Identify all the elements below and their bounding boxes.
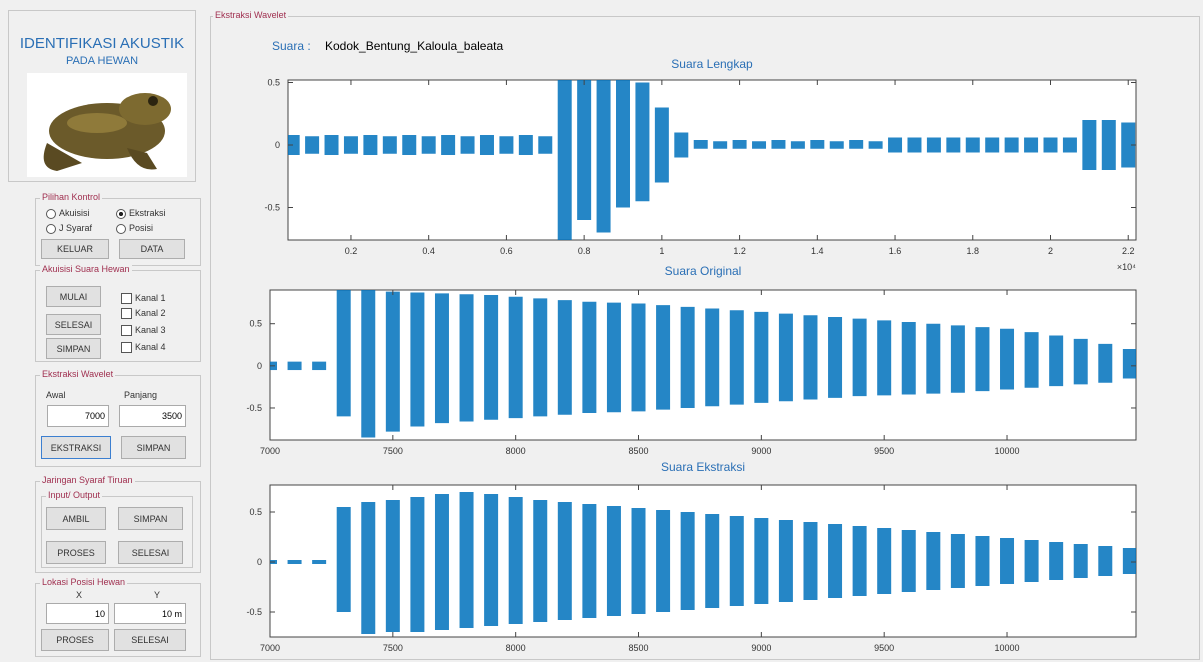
y-tick-label: -0.5 [264,203,280,213]
button[interactable]: DATA [119,239,185,259]
y-tick-label: -0.5 [246,403,262,413]
plot-title: Suara Lengkap [671,57,753,71]
panel-title: Akuisisi Suara Hewan [40,264,132,274]
x-tick-label: 1.2 [733,246,746,256]
field-label: Panjang [124,390,158,400]
input-field[interactable]: 10 [46,603,109,624]
checkbox-label: Kanal 1 [135,293,166,303]
radio-ekstraksi[interactable]: Ekstraksi [116,208,166,219]
x-tick-label: 9000 [751,643,771,653]
main-panel: Ekstraksi Wavelet [210,10,1200,660]
radio-akuisisi[interactable]: Akuisisi [46,208,90,219]
button[interactable]: SELESAI [118,541,183,564]
checkbox[interactable]: Kanal 4 [121,342,166,354]
x-tick-label: 1.8 [967,246,980,256]
panel-title: Jaringan Syaraf Tiruan [40,475,135,485]
header-panel: IDENTIFIKASI AKUSTIK PADA HEWAN [8,10,196,182]
io-group: Input/ Output AMBIL SIMPAN PROSES SELESA… [41,490,193,568]
x-tick-label: 7000 [260,446,280,456]
radio-label: Akuisisi [59,208,90,218]
checkbox-label: Kanal 2 [135,308,166,318]
frog-image [27,73,187,177]
button[interactable]: PROSES [46,541,106,564]
field-label: Awal [46,390,66,400]
button[interactable]: PROSES [41,629,109,651]
button[interactable]: EKSTRAKSI [41,436,111,459]
panel-title: Ekstraksi Wavelet [40,369,116,379]
x-tick-label: 9500 [874,643,894,653]
input-field[interactable]: 7000 [47,405,109,427]
panel-title: Pilihan Kontrol [40,192,103,202]
x-tick-label: 0.2 [345,246,358,256]
x-tick-label: 7000 [260,643,280,653]
button[interactable]: SELESAI [46,314,101,335]
button[interactable]: SIMPAN [121,436,186,459]
x-tick-label: 7500 [383,446,403,456]
y-tick-label: 0.5 [249,507,262,517]
input-field[interactable]: 10 m [114,603,186,624]
group-title: Input/ Output [46,490,103,500]
radio-label: Posisi [129,223,154,233]
y-tick-label: 0.5 [249,319,262,329]
x-tick-label: 8500 [628,446,648,456]
button[interactable]: SELESAI [114,629,186,651]
x-tick-label: 0.6 [500,246,513,256]
y-tick-label: 0 [257,361,262,371]
x-scale-label: ×10⁴ [1117,262,1136,272]
button[interactable]: KELUAR [41,239,109,259]
checkbox-label: Kanal 4 [135,342,166,352]
field-label: Y [154,590,161,600]
x-tick-label: 8000 [506,643,526,653]
location-panel: Lokasi Posisi Hewan X Y 10 10 m PROSES S… [35,577,201,657]
app-title: IDENTIFIKASI AKUSTIK [19,35,185,52]
x-tick-label: 8500 [628,643,648,653]
acquisition-panel: Akuisisi Suara Hewan MULAI SELESAI SIMPA… [35,264,201,362]
radio-label: Ekstraksi [129,208,166,218]
x-tick-label: 10000 [995,643,1020,653]
y-tick-label: -0.5 [246,607,262,617]
x-tick-label: 0.4 [422,246,435,256]
button[interactable]: AMBIL [46,507,106,530]
button[interactable]: SIMPAN [46,338,101,359]
x-tick-label: 2 [1048,246,1053,256]
x-tick-label: 8000 [506,446,526,456]
button[interactable]: SIMPAN [118,507,183,530]
x-tick-label: 1.6 [889,246,902,256]
radio-posisi[interactable]: Posisi [116,223,153,234]
checkbox[interactable]: Kanal 1 [121,293,166,305]
x-tick-label: 1 [659,246,664,256]
x-tick-label: 9000 [751,446,771,456]
checkbox[interactable]: Kanal 3 [121,325,166,337]
field-label: X [76,590,83,600]
wavelet-panel: Ekstraksi Wavelet Awal Panjang 7000 3500… [35,369,201,467]
x-tick-label: 10000 [995,446,1020,456]
x-tick-label: 2.2 [1122,246,1135,256]
panel-title: Lokasi Posisi Hewan [40,577,128,587]
x-tick-label: 1.4 [811,246,824,256]
input-field[interactable]: 3500 [119,405,186,427]
checkbox[interactable]: Kanal 2 [121,308,166,320]
x-tick-label: 9500 [874,446,894,456]
button[interactable]: MULAI [46,286,101,307]
plot-title: Suara Ekstraksi [661,460,745,474]
plot-title: Suara Original [665,264,742,278]
y-tick-label: 0 [257,557,262,567]
checkbox-label: Kanal 3 [135,325,166,335]
radio-jsyaraf[interactable]: J Syaraf [46,223,92,234]
sound-name: Kodok_Bentung_Kaloula_baleata [325,39,503,53]
axes-background [287,79,1137,241]
neural-panel: Jaringan Syaraf Tiruan Input/ Output AMB… [35,475,201,573]
y-tick-label: 0 [275,140,280,150]
app-subtitle: PADA HEWAN [65,55,139,67]
panel-title: Ekstraksi Wavelet [213,10,289,20]
sound-label: Suara : [272,39,311,53]
x-tick-label: 7500 [383,643,403,653]
y-tick-label: 0.5 [267,78,280,88]
radio-label: J Syaraf [59,223,93,233]
x-tick-label: 0.8 [578,246,591,256]
